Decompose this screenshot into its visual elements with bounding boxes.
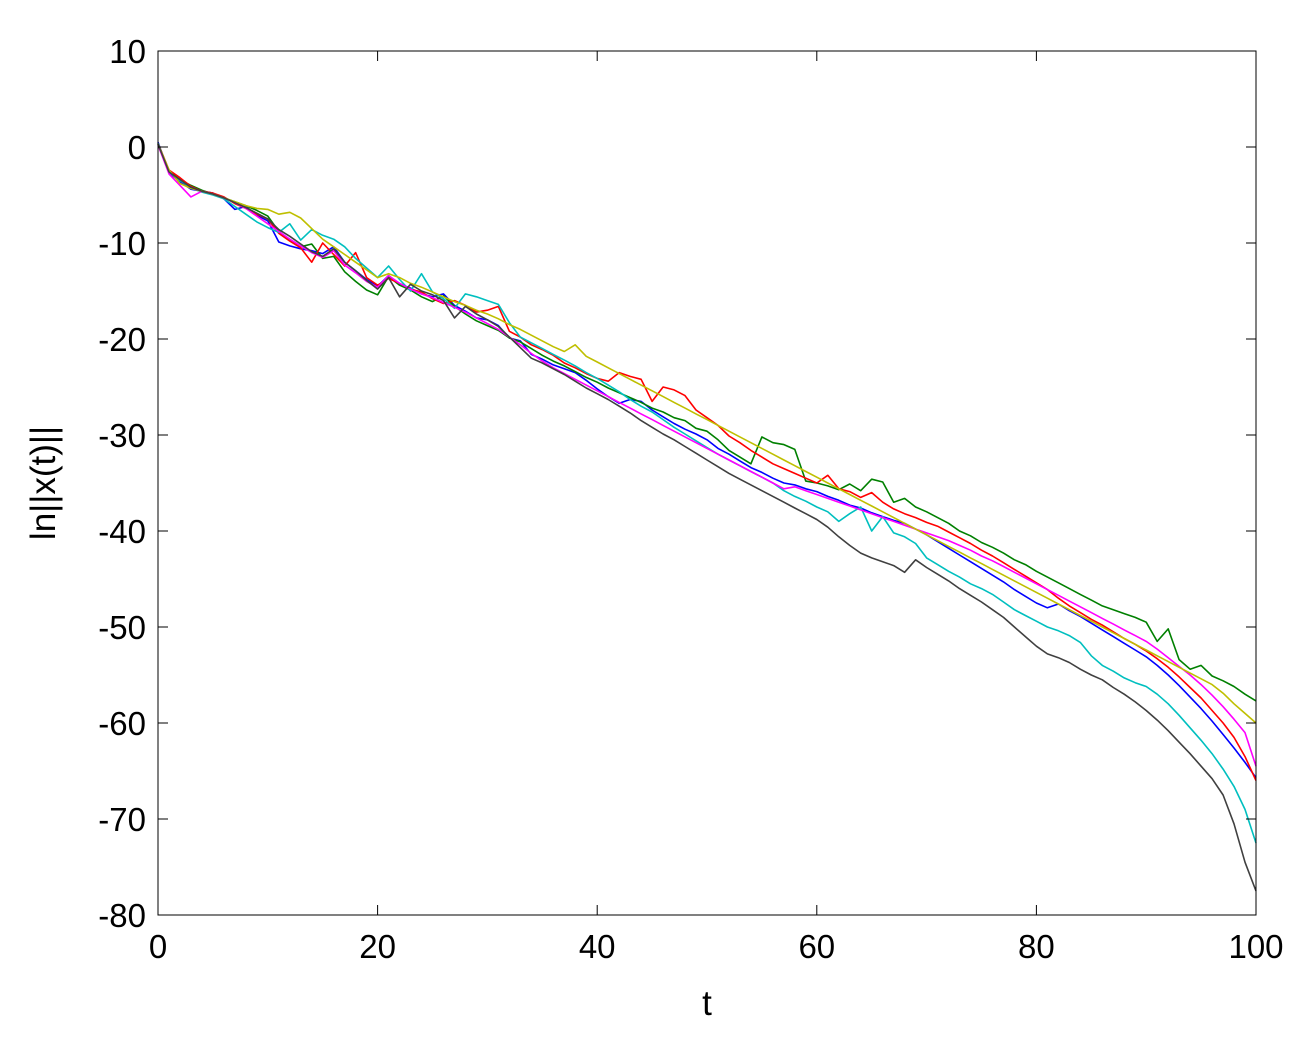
y-tick-label: -30: [98, 417, 146, 454]
y-tick-label: -10: [98, 225, 146, 262]
series-layer: [157, 141, 1257, 892]
x-axis-title: t: [702, 984, 712, 1023]
y-tick-label: -80: [98, 897, 146, 934]
x-tick-label: 60: [798, 928, 835, 965]
x-tick-label: 80: [1018, 928, 1055, 965]
series-line-5: [157, 144, 1257, 767]
y-tick-label: -70: [98, 801, 146, 838]
y-axis-title: ln||x(t)||: [24, 426, 63, 540]
series-line-7: [157, 143, 1257, 892]
y-tick-label: -40: [98, 513, 146, 550]
x-tick-label: 40: [579, 928, 616, 965]
y-tick-label: 10: [109, 33, 146, 70]
plot-frame: [157, 50, 1257, 916]
y-tick-label: -20: [98, 321, 146, 358]
y-tick-label: 0: [128, 129, 146, 166]
y-tick-label: -60: [98, 705, 146, 742]
series-line-2: [157, 143, 1257, 702]
series-line-6: [157, 143, 1257, 724]
x-tick-label: 0: [149, 928, 167, 965]
y-tick-label: -50: [98, 609, 146, 646]
x-tick-label: 100: [1228, 928, 1283, 965]
series-line-3: [157, 142, 1257, 781]
x-tick-label: 20: [359, 928, 396, 965]
